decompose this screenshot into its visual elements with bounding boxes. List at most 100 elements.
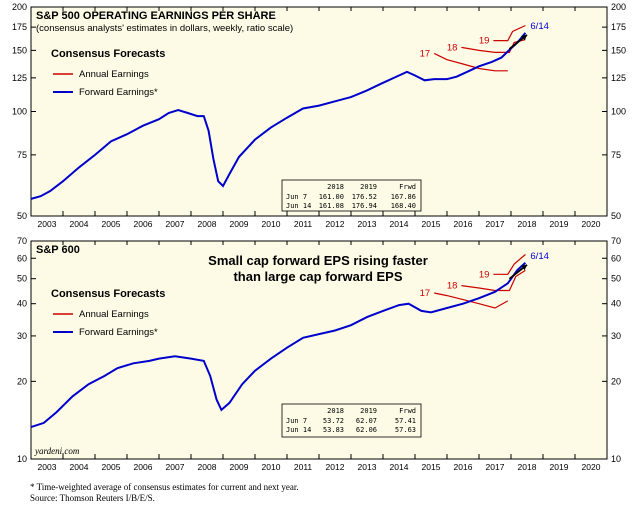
y-tick-label-left: 100 <box>12 107 27 117</box>
chart-callout-line: Small cap forward EPS rising faster <box>208 253 428 268</box>
x-tick-label: 2007 <box>166 219 185 229</box>
series-line-annual-18 <box>461 269 526 292</box>
x-tick-label: 2012 <box>326 462 345 472</box>
series-line-annual-18 <box>461 39 526 53</box>
date-annotation: 6/14 <box>530 251 549 262</box>
data-table-header: 2019 <box>360 183 377 191</box>
x-tick-label: 2018 <box>518 462 537 472</box>
x-tick-label: 2004 <box>70 462 89 472</box>
x-tick-label: 2017 <box>486 462 505 472</box>
segment-label-18: 18 <box>447 281 458 292</box>
x-tick-label: 2007 <box>166 462 185 472</box>
y-tick-label-right: 50 <box>611 274 621 284</box>
y-tick-label-left: 60 <box>17 253 27 263</box>
x-tick-label: 2003 <box>38 219 57 229</box>
data-table-header: 2018 <box>327 407 344 415</box>
x-tick-label: 2011 <box>294 462 313 472</box>
y-tick-label-left: 75 <box>17 150 27 160</box>
data-table-cell: 53.83 <box>323 426 344 434</box>
y-tick-label-left: 70 <box>17 236 27 246</box>
y-tick-label-left: 175 <box>12 22 27 32</box>
x-tick-label: 2016 <box>454 219 473 229</box>
y-tick-label-left: 125 <box>12 73 27 83</box>
x-tick-label: 2019 <box>550 219 569 229</box>
y-tick-label-left: 50 <box>17 274 27 284</box>
x-tick-label: 2019 <box>550 462 569 472</box>
trend-arrow-head <box>521 264 527 271</box>
source-tag: yardeni.com <box>34 446 80 456</box>
legend-label-annual: Annual Earnings <box>79 69 149 80</box>
data-table-cell: 176.94 <box>352 202 377 210</box>
data-table-header: Frwd <box>399 183 416 191</box>
x-tick-label: 2012 <box>326 219 345 229</box>
x-tick-label: 2008 <box>198 462 217 472</box>
data-table-cell: 168.40 <box>391 202 416 210</box>
x-tick-label: 2006 <box>134 462 153 472</box>
legend-title: Consensus Forecasts <box>51 288 165 300</box>
x-tick-label: 2011 <box>294 219 313 229</box>
chart-callout-line: than large cap forward EPS <box>233 269 402 284</box>
y-tick-label-right: 60 <box>611 253 621 263</box>
x-tick-label: 2015 <box>422 219 441 229</box>
data-table-cell: 57.63 <box>395 426 416 434</box>
x-tick-label: 2006 <box>134 219 153 229</box>
data-table-cell: Jun 14 <box>286 202 311 210</box>
y-tick-label-right: 10 <box>611 454 621 464</box>
y-tick-label-left: 150 <box>12 45 27 55</box>
data-table-cell: 62.06 <box>356 426 377 434</box>
y-tick-label-right: 150 <box>611 45 626 55</box>
x-tick-label: 2004 <box>70 219 89 229</box>
y-tick-label-right: 70 <box>611 236 621 246</box>
footnote-time-weighted: * Time-weighted average of consensus est… <box>30 482 299 492</box>
x-tick-label: 2010 <box>262 219 281 229</box>
y-tick-label-right: 125 <box>611 73 626 83</box>
x-tick-label: 2015 <box>422 462 441 472</box>
segment-label-19: 19 <box>479 36 490 47</box>
y-tick-label-left: 10 <box>17 454 27 464</box>
data-table-box <box>281 403 422 438</box>
segment-label-17: 17 <box>420 48 431 59</box>
series-line-forward <box>30 262 527 429</box>
data-table-cell: 57.41 <box>395 417 416 425</box>
data-table-header: 2018 <box>327 183 344 191</box>
data-table-cell: 176.52 <box>352 193 377 201</box>
x-tick-label: 2010 <box>262 462 281 472</box>
chart-panel-1: 50 50 75 75 100 100 125 125 150 150 175 175 200 200 20… <box>12 2 626 229</box>
data-table-cell: 161.08 <box>319 202 344 210</box>
series-line-annual-19 <box>493 254 526 275</box>
chart-title: S&P 500 OPERATING EARNINGS PER SHARE <box>36 10 276 22</box>
data-table-cell: Jun 7 <box>286 417 307 425</box>
trend-arrow-head <box>521 34 527 41</box>
y-tick-label-right: 50 <box>611 211 621 221</box>
y-tick-label-left: 50 <box>17 211 27 221</box>
y-tick-label-right: 20 <box>611 376 621 386</box>
x-tick-label: 2013 <box>358 462 377 472</box>
data-table-cell: Jun 14 <box>286 426 311 434</box>
y-tick-label-left: 40 <box>17 299 27 309</box>
legend-label-forward: Forward Earnings* <box>79 327 158 338</box>
x-tick-label: 2018 <box>518 219 537 229</box>
series-line-forward <box>30 32 527 200</box>
chart-title: S&P 600 <box>36 244 80 256</box>
date-annotation: 6/14 <box>530 21 549 32</box>
y-tick-label-right: 75 <box>611 150 621 160</box>
x-tick-label: 2020 <box>582 219 601 229</box>
y-tick-label-right: 40 <box>611 299 621 309</box>
y-tick-label-left: 200 <box>12 2 27 12</box>
segment-label-18: 18 <box>447 42 458 53</box>
x-tick-label: 2017 <box>486 219 505 229</box>
data-table-header: Frwd <box>399 407 416 415</box>
x-tick-label: 2014 <box>390 219 409 229</box>
x-tick-label: 2013 <box>358 219 377 229</box>
x-tick-label: 2009 <box>230 462 249 472</box>
x-tick-label: 2005 <box>102 462 121 472</box>
legend-title: Consensus Forecasts <box>51 48 165 60</box>
y-tick-label-right: 100 <box>611 107 626 117</box>
series-line-annual-19 <box>493 24 526 42</box>
y-tick-label-left: 30 <box>17 331 27 341</box>
x-tick-label: 2014 <box>390 462 409 472</box>
segment-label-19: 19 <box>479 269 490 280</box>
y-tick-label-right: 175 <box>611 22 626 32</box>
